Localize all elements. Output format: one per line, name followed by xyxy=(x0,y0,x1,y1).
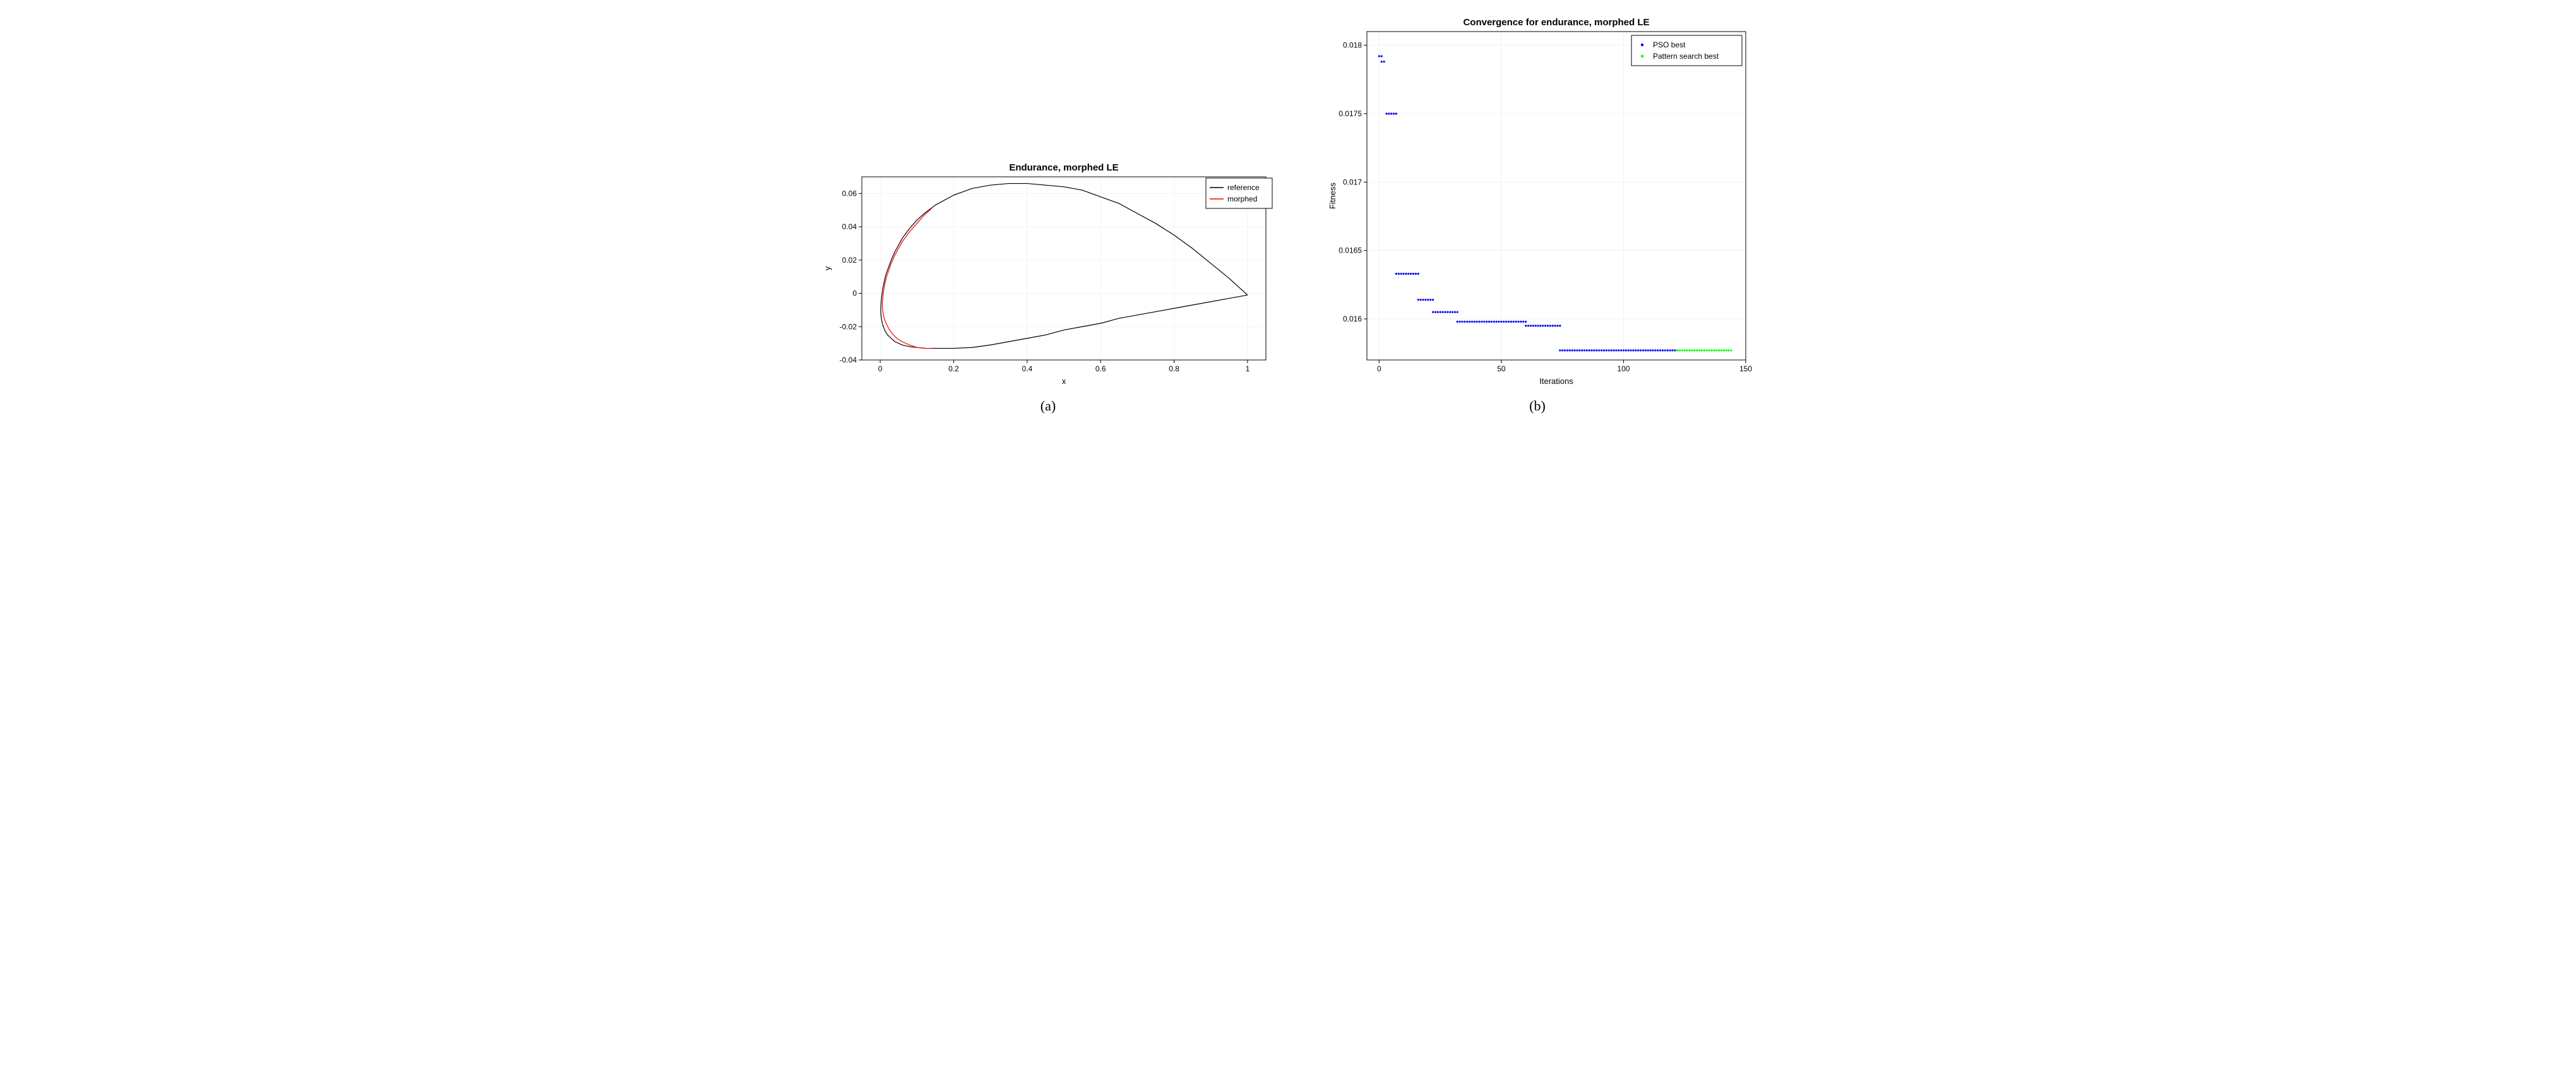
svg-text:reference: reference xyxy=(1227,183,1260,192)
svg-text:0.4: 0.4 xyxy=(1022,364,1032,373)
svg-text:x: x xyxy=(1062,376,1066,386)
chart-convergence: 0 50 100 150 0.016 0.0165 0.017 0.0175 0.018 Iter… xyxy=(1316,13,1758,392)
svg-text:-0.02: -0.02 xyxy=(840,322,857,331)
svg-text:100: 100 xyxy=(1617,364,1630,373)
svg-text:0.04: 0.04 xyxy=(842,222,857,231)
svg-text:PSO best: PSO best xyxy=(1653,40,1686,49)
svg-text:0.0165: 0.0165 xyxy=(1339,246,1362,255)
svg-text:0.02: 0.02 xyxy=(842,256,857,265)
caption-a: (a) xyxy=(1041,398,1056,414)
svg-text:0.016: 0.016 xyxy=(1343,314,1362,323)
svg-text:y: y xyxy=(823,266,832,270)
svg-text:morphed: morphed xyxy=(1227,195,1257,203)
panel-a: 0 0.2 0.4 0.6 0.8 1 -0.04 -0.02 0 0.02 0.04 0.06 x y E… xyxy=(818,158,1279,414)
svg-text:0.6: 0.6 xyxy=(1095,364,1106,373)
svg-text:0.017: 0.017 xyxy=(1343,177,1362,186)
svg-text:0: 0 xyxy=(852,289,857,298)
svg-text:Pattern search best: Pattern search best xyxy=(1653,52,1719,61)
svg-text:0.0175: 0.0175 xyxy=(1339,109,1362,118)
svg-text:50: 50 xyxy=(1497,364,1506,373)
caption-b: (b) xyxy=(1529,398,1546,414)
figure-container: 0 0.2 0.4 0.6 0.8 1 -0.04 -0.02 0 0.02 0.04 0.06 x y E… xyxy=(13,13,2563,414)
svg-text:Fitness: Fitness xyxy=(1328,183,1337,209)
chart-airfoil: 0 0.2 0.4 0.6 0.8 1 -0.04 -0.02 0 0.02 0.04 0.06 x y E… xyxy=(818,158,1279,392)
svg-text:150: 150 xyxy=(1739,364,1752,373)
panel-b: 0 50 100 150 0.016 0.0165 0.017 0.0175 0.018 Iter… xyxy=(1316,13,1758,414)
svg-text:0.8: 0.8 xyxy=(1169,364,1179,373)
svg-text:0.06: 0.06 xyxy=(842,189,857,198)
svg-text:Iterations: Iterations xyxy=(1539,376,1573,386)
svg-text:0: 0 xyxy=(1377,364,1381,373)
svg-text:0.2: 0.2 xyxy=(948,364,959,373)
svg-text:Convergence for endurance, mor: Convergence for endurance, morphed LE xyxy=(1463,17,1649,28)
svg-text:0.018: 0.018 xyxy=(1343,41,1362,50)
svg-text:Endurance, morphed LE: Endurance, morphed LE xyxy=(1009,162,1118,173)
svg-text:1: 1 xyxy=(1246,364,1250,373)
svg-text:0: 0 xyxy=(878,364,883,373)
svg-text:-0.04: -0.04 xyxy=(840,356,857,364)
